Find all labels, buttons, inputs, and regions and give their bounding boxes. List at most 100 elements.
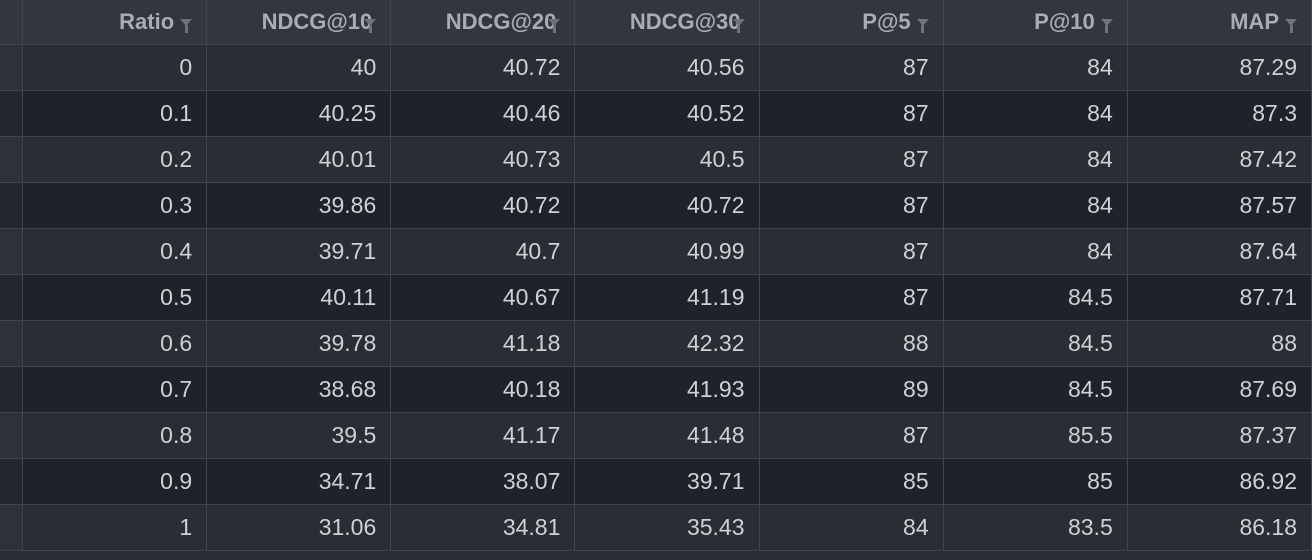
- cell-p10[interactable]: 84: [942, 90, 1128, 137]
- row-gutter[interactable]: [0, 320, 24, 367]
- cell-ndcg30[interactable]: 41.93: [574, 366, 760, 413]
- cell-ndcg20[interactable]: 34.81: [390, 504, 576, 551]
- cell-p10[interactable]: 85: [942, 458, 1128, 505]
- cell-p10[interactable]: 84: [942, 136, 1128, 183]
- cell-ratio[interactable]: 0.5: [22, 274, 208, 321]
- cell-ndcg10[interactable]: 39.78: [206, 320, 392, 367]
- row-gutter[interactable]: [0, 136, 24, 183]
- cell-map[interactable]: 86.18: [1126, 504, 1312, 551]
- cell-ratio[interactable]: 0.4: [22, 228, 208, 275]
- cell-p10[interactable]: 84.5: [942, 320, 1128, 367]
- cell-ndcg10[interactable]: 38.68: [206, 366, 392, 413]
- filter-icon[interactable]: [916, 18, 929, 33]
- table-row[interactable]: 0.9 34.71 38.07 39.71 85 85 86.92: [0, 458, 1312, 505]
- filter-icon[interactable]: [1285, 18, 1297, 33]
- cell-p5[interactable]: 87: [758, 44, 944, 91]
- filter-icon[interactable]: [548, 18, 561, 33]
- cell-ndcg10[interactable]: 40.11: [206, 274, 392, 321]
- cell-ratio[interactable]: 0.7: [22, 366, 208, 413]
- cell-ndcg30[interactable]: 40.5: [574, 136, 760, 183]
- table-row[interactable]: 0.3 39.86 40.72 40.72 87 84 87.57: [0, 182, 1312, 229]
- cell-p10[interactable]: 84: [942, 182, 1128, 229]
- column-header-ratio[interactable]: Ratio: [22, 0, 208, 45]
- cell-ratio[interactable]: 0.6: [22, 320, 208, 367]
- row-gutter[interactable]: [0, 182, 24, 229]
- cell-p5[interactable]: 87: [758, 412, 944, 459]
- cell-map[interactable]: 87.3: [1126, 90, 1312, 137]
- row-gutter[interactable]: [0, 366, 24, 413]
- cell-ndcg20[interactable]: 40.72: [390, 44, 576, 91]
- table-row[interactable]: 0.7 38.68 40.18 41.93 89 84.5 87.69: [0, 366, 1312, 413]
- cell-ndcg10[interactable]: 39.71: [206, 228, 392, 275]
- cell-p10[interactable]: 85.5: [942, 412, 1128, 459]
- table-row[interactable]: 0.1 40.25 40.46 40.52 87 84 87.3: [0, 90, 1312, 137]
- cell-ndcg30[interactable]: 40.56: [574, 44, 760, 91]
- cell-map[interactable]: 87.57: [1126, 182, 1312, 229]
- cell-ndcg20[interactable]: 41.18: [390, 320, 576, 367]
- cell-p5[interactable]: 88: [758, 320, 944, 367]
- row-gutter[interactable]: [0, 90, 24, 137]
- column-header-ndcg30[interactable]: NDCG@30: [574, 0, 760, 45]
- row-gutter[interactable]: [0, 228, 24, 275]
- cell-p5[interactable]: 89: [758, 366, 944, 413]
- cell-ratio[interactable]: 0.1: [22, 90, 208, 137]
- cell-map[interactable]: 87.29: [1126, 44, 1312, 91]
- row-gutter[interactable]: [0, 412, 24, 459]
- cell-map[interactable]: 87.64: [1126, 228, 1312, 275]
- table-row[interactable]: 0 40 40.72 40.56 87 84 87.29: [0, 44, 1312, 91]
- cell-ndcg20[interactable]: 40.7: [390, 228, 576, 275]
- table-row[interactable]: 1 31.06 34.81 35.43 84 83.5 86.18: [0, 504, 1312, 551]
- row-gutter[interactable]: [0, 274, 24, 321]
- column-header-map[interactable]: MAP: [1126, 0, 1312, 45]
- cell-ratio[interactable]: 0.9: [22, 458, 208, 505]
- cell-p5[interactable]: 85: [758, 458, 944, 505]
- table-row[interactable]: 0.4 39.71 40.7 40.99 87 84 87.64: [0, 228, 1312, 275]
- column-header-ndcg10[interactable]: NDCG@10: [206, 0, 392, 45]
- cell-p5[interactable]: 87: [758, 90, 944, 137]
- filter-icon[interactable]: [364, 18, 377, 33]
- cell-map[interactable]: 87.69: [1126, 366, 1312, 413]
- cell-p5[interactable]: 84: [758, 504, 944, 551]
- cell-p5[interactable]: 87: [758, 274, 944, 321]
- cell-ndcg30[interactable]: 39.71: [574, 458, 760, 505]
- cell-ndcg30[interactable]: 40.99: [574, 228, 760, 275]
- row-gutter[interactable]: [0, 44, 24, 91]
- cell-ndcg20[interactable]: 38.07: [390, 458, 576, 505]
- cell-ratio[interactable]: 0.3: [22, 182, 208, 229]
- cell-ndcg30[interactable]: 35.43: [574, 504, 760, 551]
- cell-ratio[interactable]: 0: [22, 44, 208, 91]
- cell-ndcg30[interactable]: 41.48: [574, 412, 760, 459]
- cell-ndcg10[interactable]: 39.86: [206, 182, 392, 229]
- cell-p5[interactable]: 87: [758, 136, 944, 183]
- filter-icon[interactable]: [180, 18, 193, 33]
- cell-p10[interactable]: 84.5: [942, 366, 1128, 413]
- cell-map[interactable]: 86.92: [1126, 458, 1312, 505]
- cell-ndcg30[interactable]: 40.72: [574, 182, 760, 229]
- cell-p5[interactable]: 87: [758, 228, 944, 275]
- cell-ndcg10[interactable]: 40: [206, 44, 392, 91]
- cell-map[interactable]: 87.37: [1126, 412, 1312, 459]
- column-header-p10[interactable]: P@10: [942, 0, 1128, 45]
- column-header-ndcg20[interactable]: NDCG@20: [390, 0, 576, 45]
- column-header-p5[interactable]: P@5: [758, 0, 944, 45]
- cell-map[interactable]: 87.42: [1126, 136, 1312, 183]
- cell-ndcg20[interactable]: 40.73: [390, 136, 576, 183]
- cell-ratio[interactable]: 0.2: [22, 136, 208, 183]
- cell-p10[interactable]: 84: [942, 228, 1128, 275]
- cell-ndcg30[interactable]: 42.32: [574, 320, 760, 367]
- table-row[interactable]: 0.6 39.78 41.18 42.32 88 84.5 88: [0, 320, 1312, 367]
- cell-ndcg20[interactable]: 41.17: [390, 412, 576, 459]
- cell-ndcg20[interactable]: 40.18: [390, 366, 576, 413]
- cell-p10[interactable]: 83.5: [942, 504, 1128, 551]
- table-row[interactable]: 0.2 40.01 40.73 40.5 87 84 87.42: [0, 136, 1312, 183]
- cell-ndcg10[interactable]: 31.06: [206, 504, 392, 551]
- cell-p10[interactable]: 84: [942, 44, 1128, 91]
- cell-ratio[interactable]: 0.8: [22, 412, 208, 459]
- cell-ndcg20[interactable]: 40.67: [390, 274, 576, 321]
- cell-ndcg20[interactable]: 40.46: [390, 90, 576, 137]
- filter-icon[interactable]: [1100, 18, 1113, 33]
- cell-p5[interactable]: 87: [758, 182, 944, 229]
- cell-ndcg30[interactable]: 41.19: [574, 274, 760, 321]
- filter-icon[interactable]: [732, 18, 745, 33]
- cell-ndcg20[interactable]: 40.72: [390, 182, 576, 229]
